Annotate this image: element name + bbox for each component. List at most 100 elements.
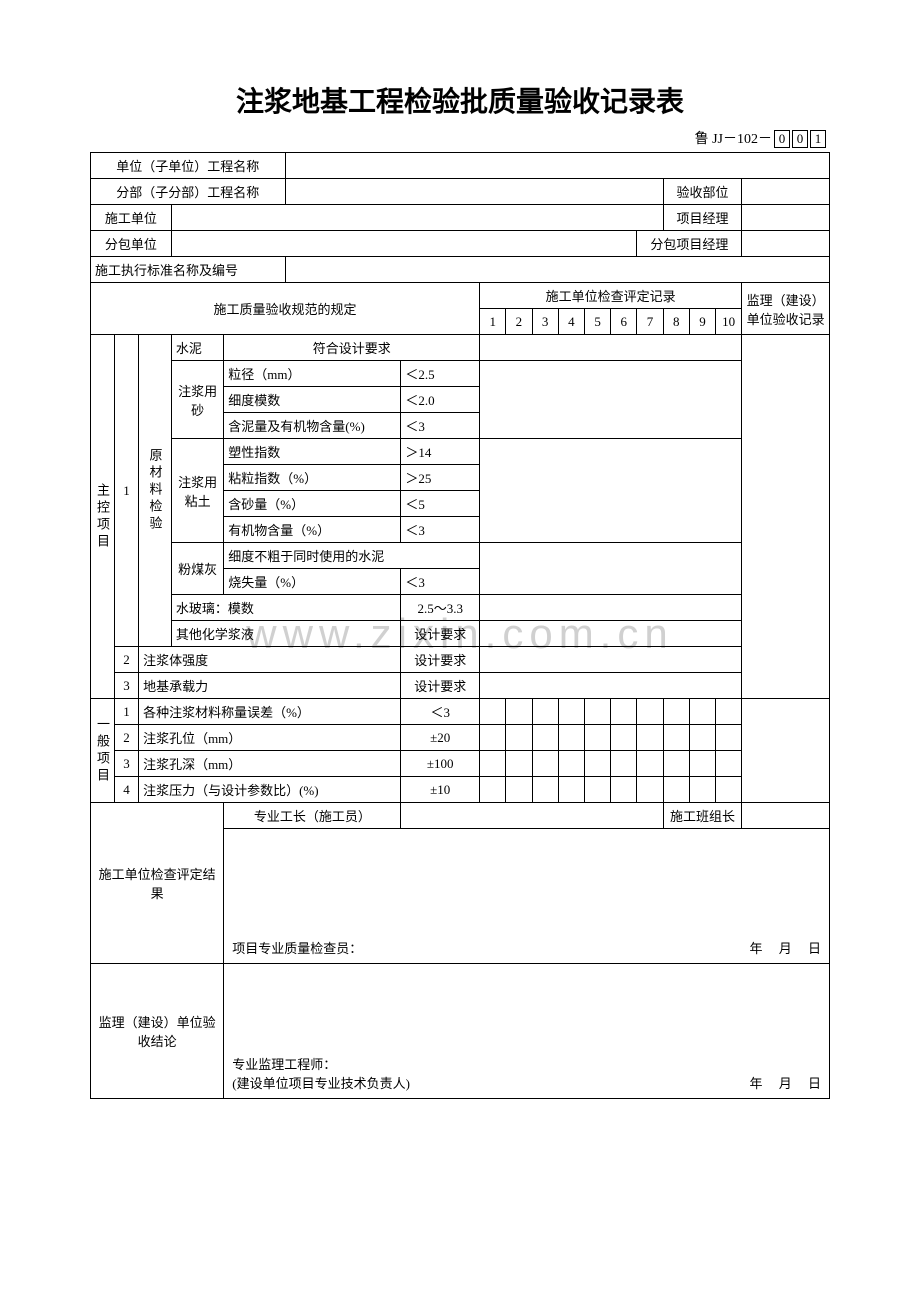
strength-num: 2 xyxy=(115,647,139,673)
col-4: 4 xyxy=(558,309,584,335)
date-m2: 月 xyxy=(779,1076,792,1091)
sand-r2-val: ＜2.0 xyxy=(401,387,480,413)
g4-c4 xyxy=(558,777,584,803)
material-check-label: 原材料检验 xyxy=(139,335,172,647)
g4-c10 xyxy=(716,777,742,803)
supervisor-result-label: 监理（建设）单位验收结论 xyxy=(91,964,224,1099)
g3-c1 xyxy=(480,751,506,777)
flyash-r1-param: 细度不粗于同时使用的水泥 xyxy=(224,543,480,569)
g1-c5 xyxy=(584,699,610,725)
strength-rec xyxy=(480,647,742,673)
other-rec xyxy=(480,621,742,647)
glass-name: 水玻璃：模数 xyxy=(171,595,401,621)
supervisor-main-rec xyxy=(742,335,830,699)
g2-c2 xyxy=(506,725,532,751)
g2-c7 xyxy=(637,725,663,751)
bearing-num: 3 xyxy=(115,673,139,699)
g4-c8 xyxy=(663,777,689,803)
g4-c5 xyxy=(584,777,610,803)
glass-rec xyxy=(480,595,742,621)
builder-tech-label: (建设单位项目专业技术负责人) xyxy=(232,1076,410,1091)
g2-c10 xyxy=(716,725,742,751)
project-manager-label: 项目经理 xyxy=(663,205,742,231)
g2-c1 xyxy=(480,725,506,751)
clay-r3-val: ＜5 xyxy=(401,491,480,517)
accept-part-value xyxy=(742,179,830,205)
spec-header-row-1: 施工质量验收规范的规定 施工单位检查评定记录 监理（建设）单位验收记录 xyxy=(91,283,830,309)
g3-c4 xyxy=(558,751,584,777)
sand-r1-param: 粒径（mm） xyxy=(224,361,401,387)
g1-name: 各种注浆材料称量误差（%） xyxy=(139,699,401,725)
g4-c7 xyxy=(637,777,663,803)
g2-c9 xyxy=(689,725,715,751)
clay-rec xyxy=(480,439,742,543)
g1-c9 xyxy=(689,699,715,725)
other-name: 其他化学浆液 xyxy=(171,621,401,647)
row-strength: 2 注浆体强度 设计要求 xyxy=(91,647,830,673)
g1-num: 1 xyxy=(115,699,139,725)
g2-num: 2 xyxy=(115,725,139,751)
bearing-name: 地基承载力 xyxy=(139,673,401,699)
cement-rec xyxy=(480,335,742,361)
team-leader-value xyxy=(742,803,830,829)
form-code-box-1: 0 xyxy=(774,130,790,148)
row-foreman: 施工单位检查评定结果 专业工长（施工员） 施工班组长 xyxy=(91,803,830,829)
g3-c9 xyxy=(689,751,715,777)
unit-project-value xyxy=(285,153,829,179)
g1-c1 xyxy=(480,699,506,725)
supervisor-general-rec xyxy=(742,699,830,803)
accept-part-label: 验收部位 xyxy=(663,179,742,205)
clay-name: 注浆用粘土 xyxy=(171,439,223,543)
flyash-r2-val: ＜3 xyxy=(401,569,480,595)
g3-c2 xyxy=(506,751,532,777)
header-row-sub: 分部（子分部）工程名称 验收部位 xyxy=(91,179,830,205)
clay-r4-param: 有机物含量（%） xyxy=(224,517,401,543)
g3-c6 xyxy=(611,751,637,777)
standard-value xyxy=(285,257,829,283)
other-val: 设计要求 xyxy=(401,621,480,647)
doc-title: 注浆地基工程检验批质量验收记录表 xyxy=(90,80,830,120)
sand-r3-param: 含泥量及有机物含量(%) xyxy=(224,413,401,439)
row-cement: 主控项目 1 原材料检验 水泥 符合设计要求 xyxy=(91,335,830,361)
cement-req: 符合设计要求 xyxy=(224,335,480,361)
form-code: 鲁 JJ－102－001 xyxy=(90,128,830,148)
col-3: 3 xyxy=(532,309,558,335)
unit-result-label: 施工单位检查评定结果 xyxy=(91,803,224,964)
date-d2: 日 xyxy=(808,1076,821,1091)
supervisor-record-label: 监理（建设）单位验收记录 xyxy=(742,283,830,335)
project-manager-value xyxy=(742,205,830,231)
header-row-unit: 单位（子单位）工程名称 xyxy=(91,153,830,179)
sand-rec xyxy=(480,361,742,439)
g4-c3 xyxy=(532,777,558,803)
form-code-box-2: 0 xyxy=(792,130,808,148)
header-row-standard: 施工执行标准名称及编号 xyxy=(91,257,830,283)
foreman-label: 专业工长（施工员） xyxy=(224,803,401,829)
col-1: 1 xyxy=(480,309,506,335)
clay-r3-param: 含砂量（%） xyxy=(224,491,401,517)
row-clay-1: 注浆用粘土 塑性指数 ＞14 xyxy=(91,439,830,465)
unit-project-label: 单位（子单位）工程名称 xyxy=(91,153,286,179)
unit-result-block: 项目专业质量检查员： 年 月 日 xyxy=(224,829,830,964)
main-table: 单位（子单位）工程名称 分部（子分部）工程名称 验收部位 施工单位 项目经理 分… xyxy=(90,152,830,1099)
row-other: 其他化学浆液 设计要求 xyxy=(91,621,830,647)
row-glass: 水玻璃：模数 2.5～3.3 xyxy=(91,595,830,621)
g3-val: ±100 xyxy=(401,751,480,777)
strength-name: 注浆体强度 xyxy=(139,647,401,673)
subcontractor-value xyxy=(171,231,637,257)
clay-r4-val: ＜3 xyxy=(401,517,480,543)
bearing-rec xyxy=(480,673,742,699)
date-d: 日 xyxy=(808,941,821,956)
g3-c10 xyxy=(716,751,742,777)
supervisor-result-block: 专业监理工程师： (建设单位项目专业技术负责人) 年 月 日 xyxy=(224,964,830,1099)
g2-val: ±20 xyxy=(401,725,480,751)
g4-c9 xyxy=(689,777,715,803)
g4-name: 注浆压力（与设计参数比）(%) xyxy=(139,777,401,803)
col-6: 6 xyxy=(611,309,637,335)
clay-r1-val: ＞14 xyxy=(401,439,480,465)
strength-val: 设计要求 xyxy=(401,647,480,673)
g1-c7 xyxy=(637,699,663,725)
g2-c3 xyxy=(532,725,558,751)
date-y2: 年 xyxy=(749,1076,762,1091)
g4-val: ±10 xyxy=(401,777,480,803)
g1-c4 xyxy=(558,699,584,725)
